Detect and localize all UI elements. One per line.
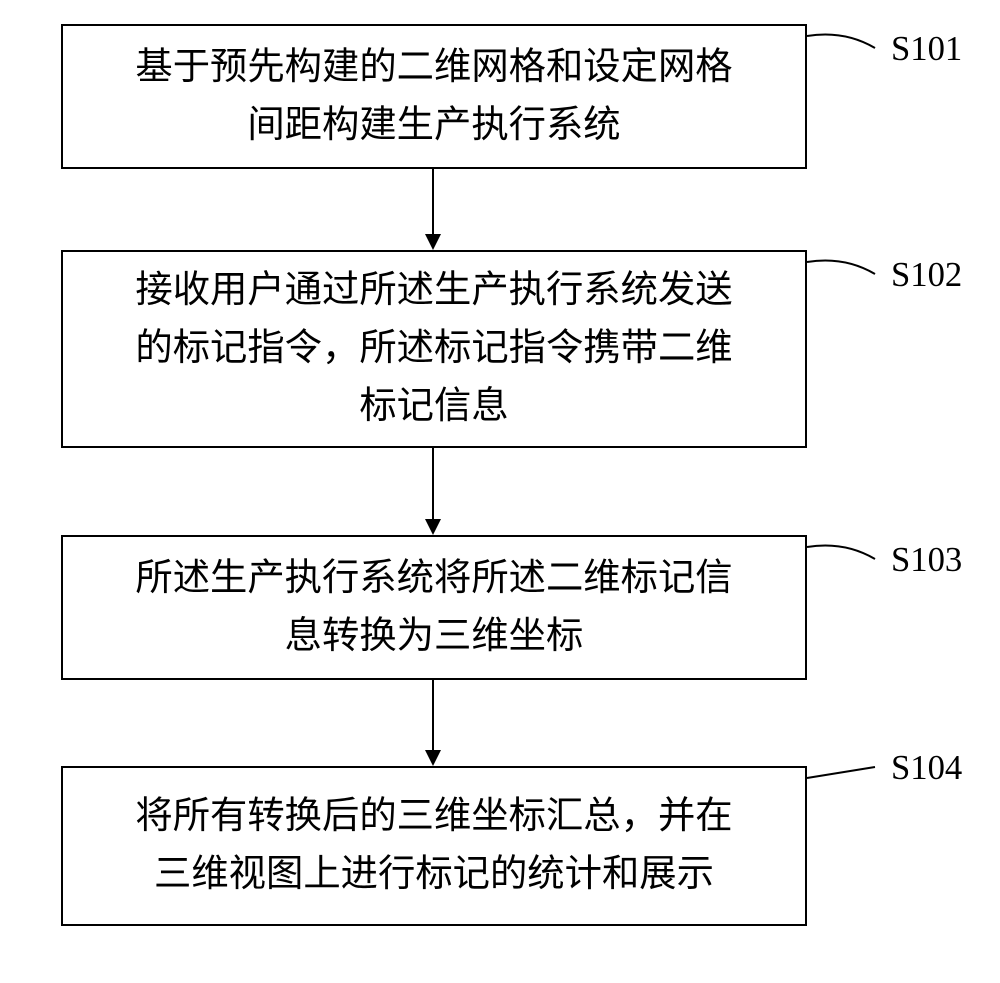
step-label-s103: S103: [891, 541, 962, 580]
arrow-head-icon: [425, 750, 441, 766]
flow-node-text: 所述生产执行系统将所述二维标记信 息转换为三维坐标: [135, 550, 732, 666]
label-connector: [807, 539, 879, 571]
flow-node-s102: 接收用户通过所述生产执行系统发送 的标记指令，所述标记指令携带二维 标记信息: [61, 250, 807, 448]
text-line: 息转换为三维坐标: [135, 608, 732, 666]
text-line: 基于预先构建的二维网格和设定网格: [135, 39, 732, 97]
label-connector: [807, 759, 879, 790]
text-line: 三维视图上进行标记的统计和展示: [135, 846, 732, 904]
text-line: 标记信息: [135, 378, 732, 436]
flow-node-s104: 将所有转换后的三维坐标汇总，并在 三维视图上进行标记的统计和展示: [61, 766, 807, 926]
flow-node-s103: 所述生产执行系统将所述二维标记信 息转换为三维坐标: [61, 535, 807, 680]
flow-node-text: 基于预先构建的二维网格和设定网格 间距构建生产执行系统: [135, 39, 732, 155]
text-line: 所述生产执行系统将所述二维标记信: [135, 550, 732, 608]
arrow-head-icon: [425, 519, 441, 535]
text-line: 接收用户通过所述生产执行系统发送: [135, 262, 732, 320]
arrow-head-icon: [425, 234, 441, 250]
flow-arrow: [432, 169, 434, 234]
step-label-s104: S104: [891, 749, 962, 788]
flow-node-text: 将所有转换后的三维坐标汇总，并在 三维视图上进行标记的统计和展示: [135, 788, 732, 904]
flow-node-s101: 基于预先构建的二维网格和设定网格 间距构建生产执行系统: [61, 24, 807, 169]
label-connector: [807, 254, 879, 286]
step-label-s101: S101: [891, 30, 962, 69]
text-line: 的标记指令，所述标记指令携带二维: [135, 320, 732, 378]
flow-node-text: 接收用户通过所述生产执行系统发送 的标记指令，所述标记指令携带二维 标记信息: [135, 262, 732, 436]
text-line: 间距构建生产执行系统: [135, 97, 732, 155]
step-label-s102: S102: [891, 256, 962, 295]
flow-arrow: [432, 680, 434, 750]
flow-arrow: [432, 448, 434, 519]
label-connector: [807, 28, 879, 60]
text-line: 将所有转换后的三维坐标汇总，并在: [135, 788, 732, 846]
flowchart-canvas: 基于预先构建的二维网格和设定网格 间距构建生产执行系统 S101 接收用户通过所…: [0, 0, 1000, 983]
